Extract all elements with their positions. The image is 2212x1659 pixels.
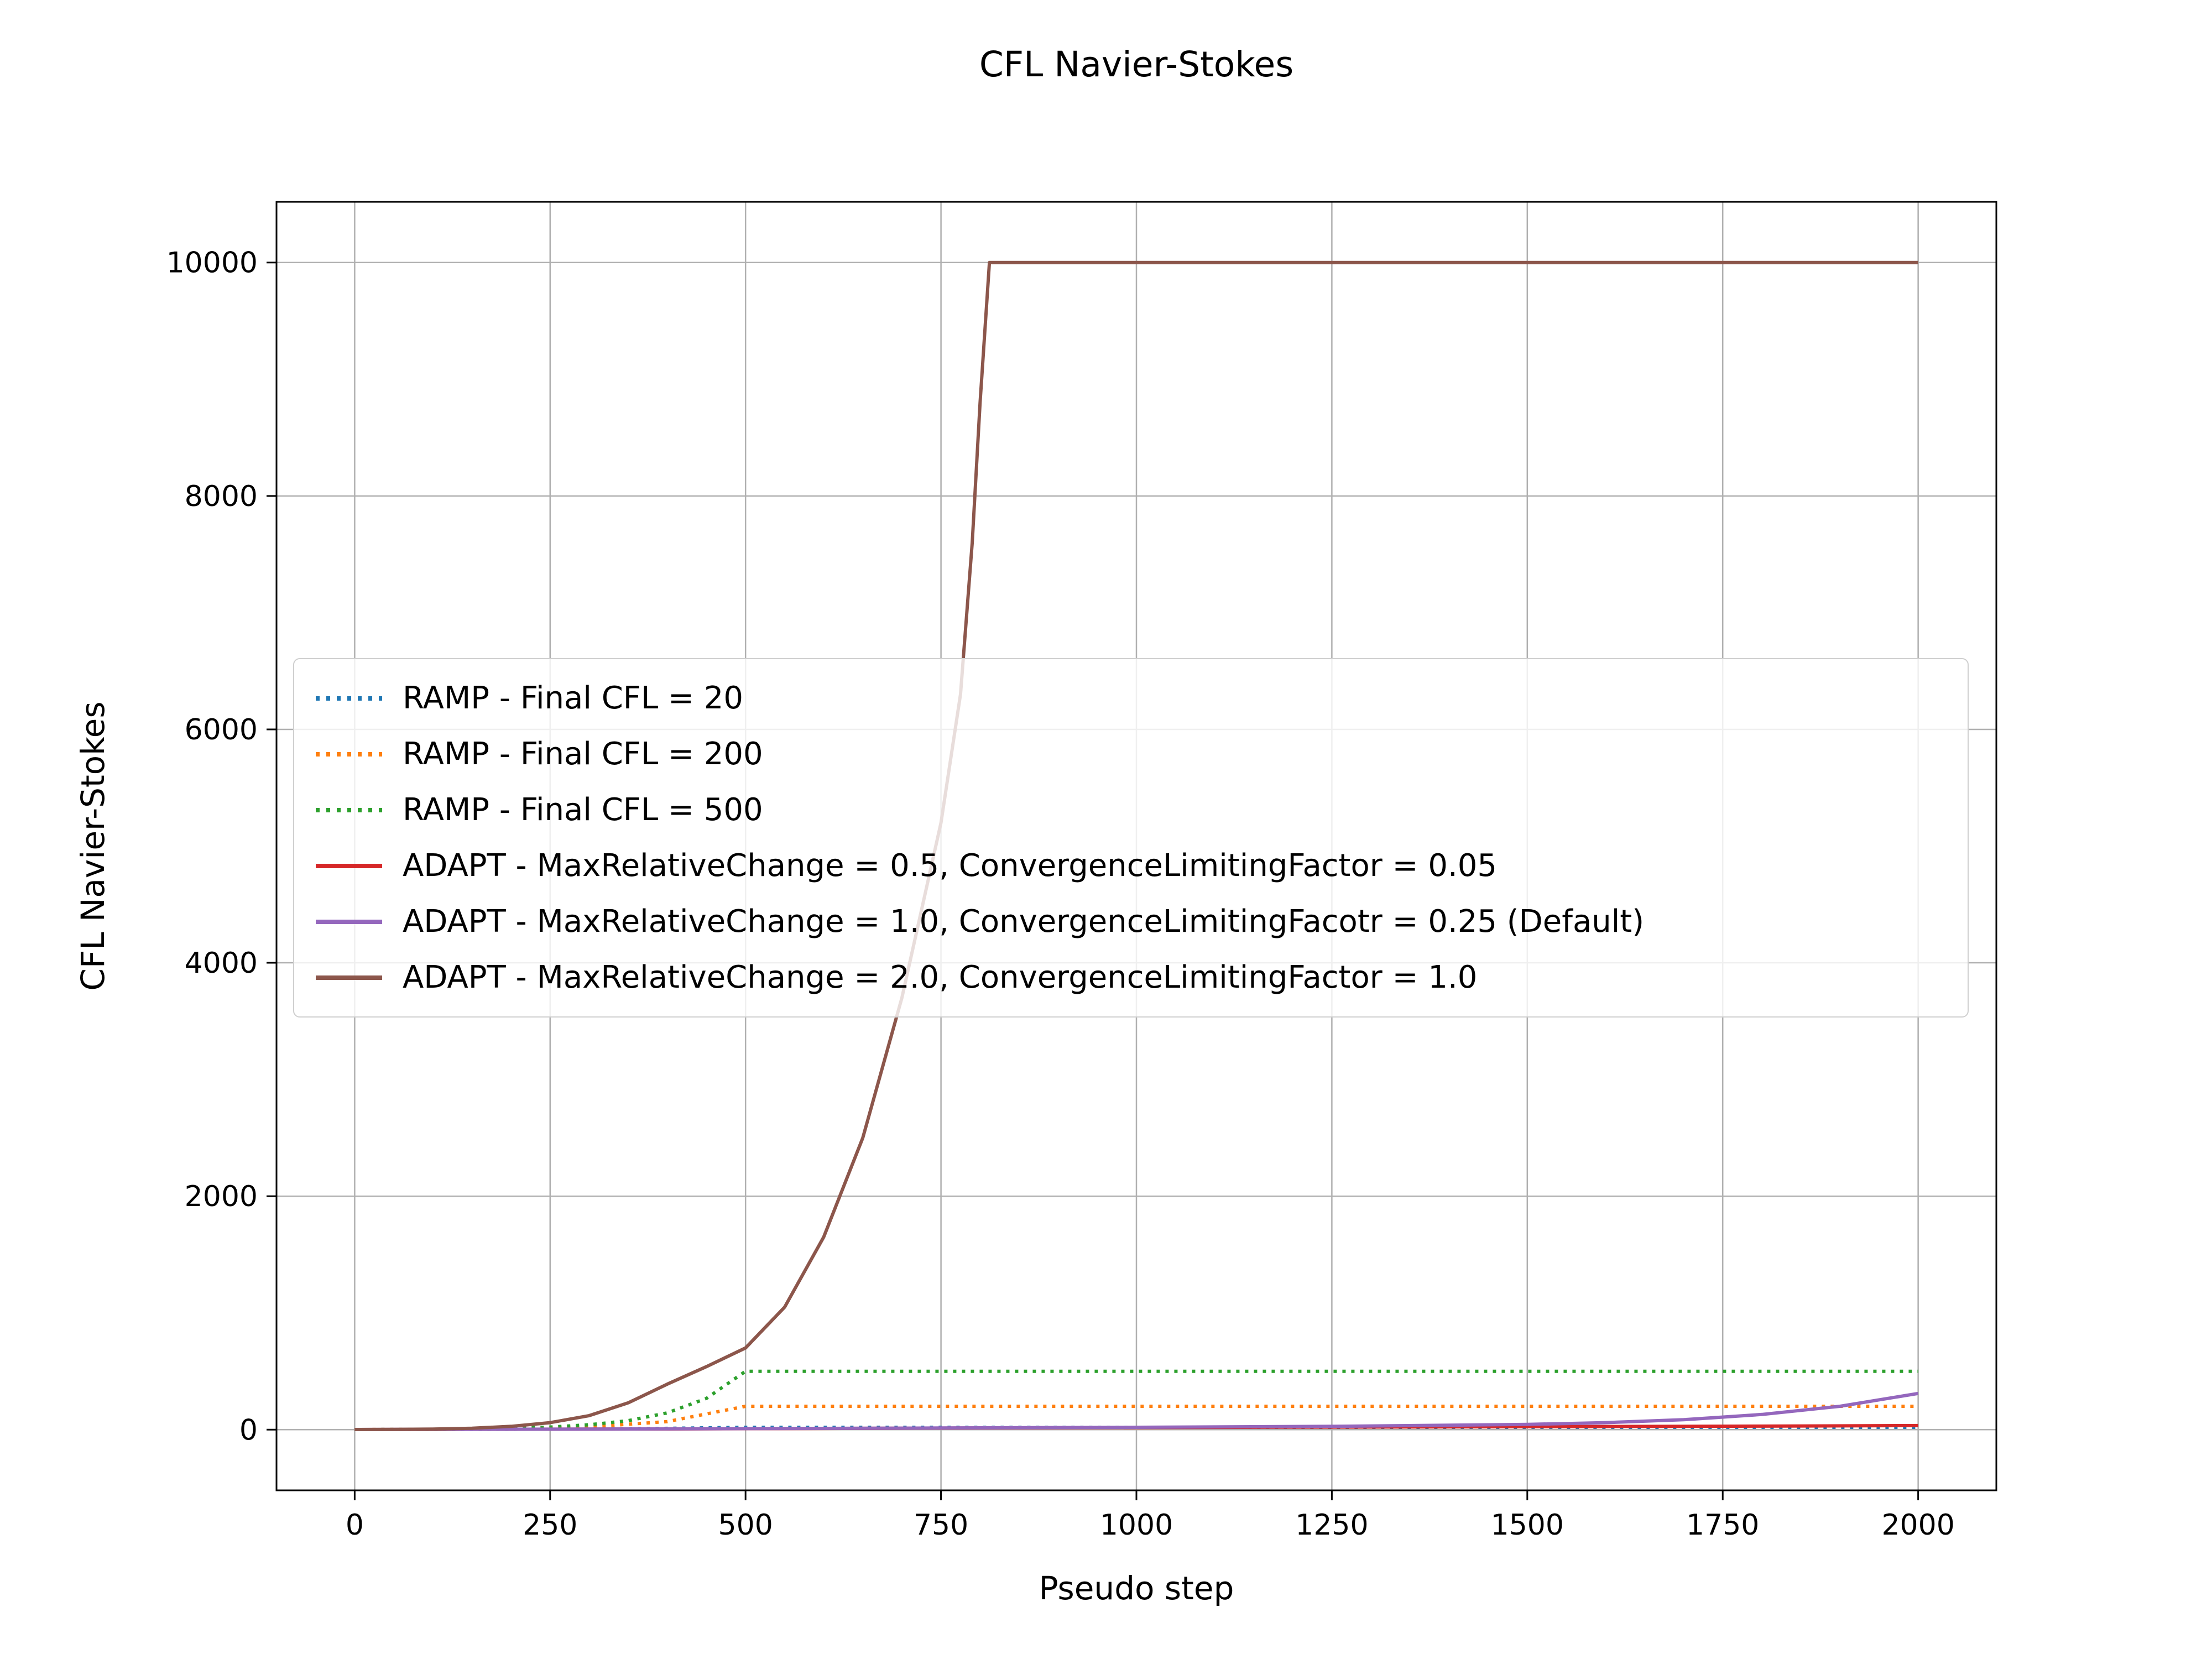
legend-item: ADAPT - MaxRelativeChange = 1.0, Converg… [313,894,1949,950]
x-tick-label: 750 [914,1509,968,1542]
series-line-1 [354,1405,1918,1431]
x-tick-label: 2000 [1881,1509,1954,1542]
x-tick-label: 1500 [1491,1509,1564,1542]
legend-label: ADAPT - MaxRelativeChange = 1.0, Converg… [403,904,1645,940]
x-axis-label: Pseudo step [1039,1569,1234,1607]
y-tick-label: 0 [239,1413,258,1447]
x-tick-label: 0 [346,1509,364,1542]
legend-item: RAMP - Final CFL = 200 [313,726,1949,782]
legend-line-sample [316,919,382,924]
y-tick-label: 8000 [185,480,258,513]
x-tick-label: 250 [523,1509,577,1542]
legend-label: ADAPT - MaxRelativeChange = 2.0, Converg… [403,959,1478,995]
x-tick-label: 1250 [1295,1509,1368,1542]
y-tick-label: 4000 [185,947,258,980]
legend-item: RAMP - Final CFL = 500 [313,782,1949,838]
legend-label: RAMP - Final CFL = 200 [403,736,763,772]
legend-line-sample [316,863,382,868]
legend-line-sample [316,752,382,757]
legend-item: RAMP - Final CFL = 20 [313,670,1949,726]
legend-item: ADAPT - MaxRelativeChange = 2.0, Converg… [313,950,1949,1005]
y-tick-label: 6000 [185,713,258,747]
legend: RAMP - Final CFL = 20 RAMP - Final CFL =… [293,658,1969,1018]
x-tick-label: 1750 [1686,1509,1759,1542]
y-tick-label: 2000 [185,1180,258,1213]
y-tick-label: 10000 [166,247,258,280]
legend-label: RAMP - Final CFL = 20 [403,680,743,716]
legend-line-sample [316,807,382,812]
legend-line-sample [316,696,382,701]
series-line-4 [354,1391,1919,1431]
series-line-5 [354,260,1918,1431]
x-tick-label: 500 [718,1509,773,1542]
x-tick-label: 1000 [1100,1509,1173,1542]
chart-title: CFL Navier-Stokes [979,44,1294,85]
legend-item: ADAPT - MaxRelativeChange = 0.5, Converg… [313,838,1949,894]
legend-label: ADAPT - MaxRelativeChange = 0.5, Converg… [403,848,1498,884]
legend-label: RAMP - Final CFL = 500 [403,792,763,828]
legend-line-sample [316,975,382,980]
y-axis-label: CFL Navier-Stokes [74,701,112,991]
